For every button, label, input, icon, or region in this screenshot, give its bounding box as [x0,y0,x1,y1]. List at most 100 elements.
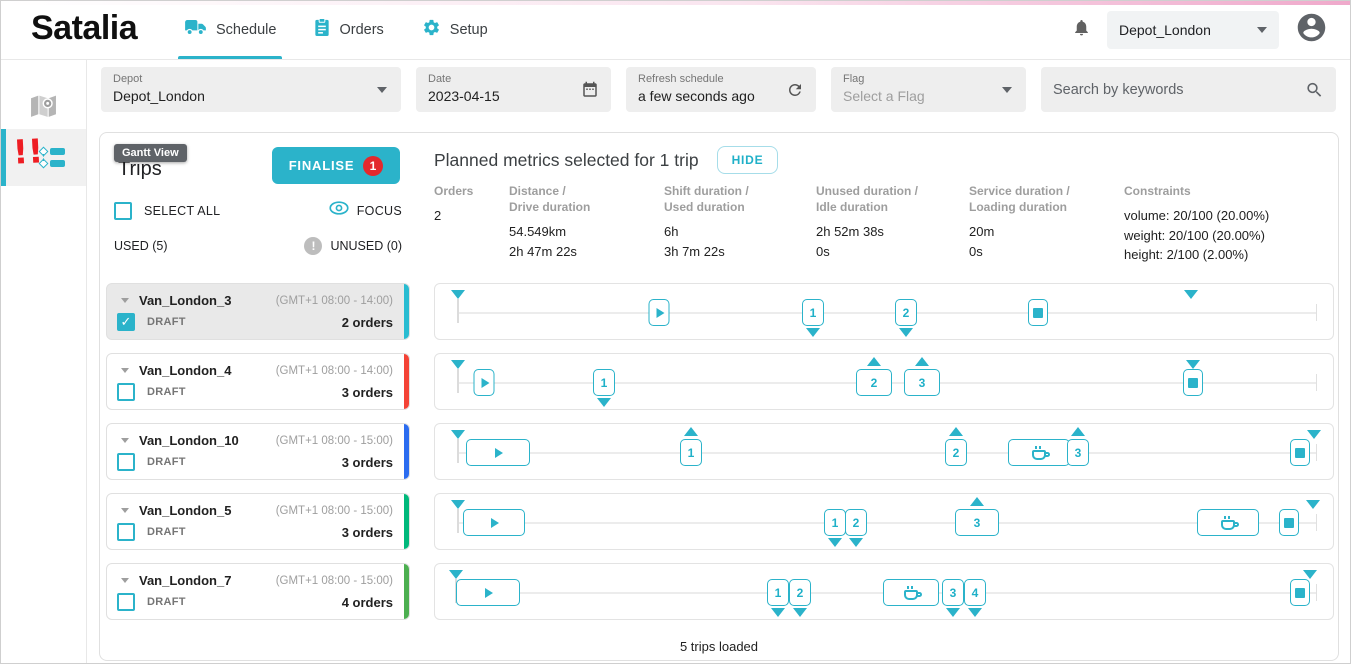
tab-schedule[interactable]: Schedule [177,1,283,59]
trip-checkbox[interactable] [117,523,135,541]
order-stop-marker[interactable]: 2 [895,299,917,326]
refresh-schedule-filter[interactable]: Refresh schedule a few seconds ago [626,67,816,112]
break-marker[interactable] [1008,439,1070,466]
trip-name: Van_London_7 [139,573,232,588]
metric-label: Constraints [1124,184,1191,198]
finalise-badge: 1 [363,155,384,176]
chevron-down-icon[interactable] [121,368,129,373]
depot-start-marker[interactable] [451,360,465,393]
order-stop-marker[interactable]: 3 [942,579,964,606]
hide-button[interactable]: HIDE [716,146,779,174]
trip-checkbox[interactable] [117,453,135,471]
date-filter[interactable]: Date 2023-04-15 [416,67,611,112]
order-stop-marker[interactable]: 2 [845,509,867,536]
shift-end-marker[interactable] [1028,299,1048,326]
sidebar-item-gantt-view[interactable]: !! [1,129,86,186]
depot-start-marker[interactable] [451,500,465,533]
bell-icon[interactable] [1072,17,1091,43]
metric-column: Orders 2 [434,183,509,265]
trip-card-Van_London_5[interactable]: Van_London_5 (GMT+1 08:00 - 15:00) DRAFT 3 … [106,493,410,550]
metric-label: Orders [434,184,474,198]
depot-filter[interactable]: Depot Depot_London [101,67,401,112]
order-stop-marker[interactable]: 2 [789,579,811,606]
top-gradient-strip [1,1,1350,5]
break-marker[interactable] [1197,509,1259,536]
order-stop-marker[interactable]: 3 [904,369,940,396]
stop-icon [1188,377,1198,388]
shift-start-marker[interactable] [648,299,670,326]
select-all-checkbox[interactable] [114,201,132,220]
date-filter-value: 2023-04-15 [428,88,500,104]
depot-end-marker[interactable] [1186,360,1200,369]
chevron-down-icon[interactable] [121,578,129,583]
gantt-row-Van_London_10[interactable]: 1 2 3 [434,423,1334,480]
depot-end-marker[interactable] [1307,430,1321,439]
shift-end-marker[interactable] [1290,579,1310,606]
shift-start-marker[interactable] [466,439,530,466]
avatar-icon[interactable] [1295,11,1328,49]
depot-end-marker[interactable] [1303,570,1317,579]
trip-card-Van_London_10[interactable]: Van_London_10 (GMT+1 08:00 - 15:00) DRAFT 3… [106,423,410,480]
shift-start-marker[interactable] [463,509,525,536]
order-stop-marker[interactable]: 1 [802,299,824,326]
sidebar-item-map[interactable] [1,95,86,123]
search-icon[interactable] [1305,80,1324,99]
finalise-button-label: FINALISE [288,158,355,173]
trip-card-Van_London_7[interactable]: Van_London_7 (GMT+1 08:00 - 15:00) DRAFT 4 … [106,563,410,620]
trip-checkbox[interactable] [117,593,135,611]
order-stop-marker[interactable]: 1 [680,439,702,466]
shift-end-marker[interactable] [1290,439,1310,466]
calendar-icon[interactable] [581,81,599,99]
chevron-down-icon [1002,86,1012,93]
depot-selector[interactable]: Depot_London [1107,11,1279,49]
trip-status-badge: DRAFT [147,596,186,608]
chevron-down-icon[interactable] [121,508,129,513]
order-stop-marker[interactable]: 2 [856,369,892,396]
chevron-down-icon[interactable] [121,438,129,443]
break-marker[interactable] [883,579,939,606]
order-stop-marker[interactable]: 1 [593,369,615,396]
shift-end-marker[interactable] [1183,369,1203,396]
unused-wrap: ! UNUSED (0) [304,237,402,255]
stop-icon [1295,587,1305,598]
trip-checkbox[interactable]: ✓ [117,313,135,331]
search-input[interactable]: Search by keywords [1041,67,1336,112]
chevron-down-icon[interactable] [121,298,129,303]
trip-status-badge: DRAFT [147,316,186,328]
trip-card-Van_London_3[interactable]: Van_London_3 (GMT+1 08:00 - 14:00) ✓ DRAFT 2… [106,283,410,340]
order-stop-marker[interactable]: 2 [945,439,967,466]
finalise-button[interactable]: FINALISE 1 [272,147,400,184]
location-marker [970,497,984,506]
focus-toggle[interactable]: FOCUS [329,201,402,220]
order-stop-marker[interactable]: 3 [1067,439,1089,466]
order-stop-marker[interactable]: 4 [964,579,986,606]
flag-filter[interactable]: Flag Select a Flag [831,67,1026,112]
trip-card-Van_London_4[interactable]: Van_London_4 (GMT+1 08:00 - 14:00) DRAFT 3 … [106,353,410,410]
order-stop-marker[interactable]: 1 [824,509,846,536]
order-stop-marker[interactable]: 1 [767,579,789,606]
depot-end-marker[interactable] [1306,500,1320,509]
stop-icon [1284,517,1294,528]
shift-end-marker[interactable] [1279,509,1299,536]
metric-values: 6h 3h 7m 22s [664,224,725,259]
shift-start-marker[interactable] [473,369,495,396]
tab-orders[interactable]: Orders [314,1,384,59]
trip-status-badge: DRAFT [147,526,186,538]
shift-start-marker[interactable] [456,579,520,606]
select-all-label: SELECT ALL [144,203,221,218]
play-icon [495,447,503,458]
depot-start-marker[interactable] [451,290,465,323]
refresh-icon[interactable] [786,81,804,99]
trip-checkbox[interactable] [117,383,135,401]
order-stop-marker[interactable]: 3 [955,509,999,536]
tab-setup[interactable]: Setup [422,1,488,59]
refresh-schedule-value: a few seconds ago [638,88,755,104]
depot-start-marker[interactable] [451,430,465,463]
depot-end-marker[interactable] [1184,290,1198,299]
